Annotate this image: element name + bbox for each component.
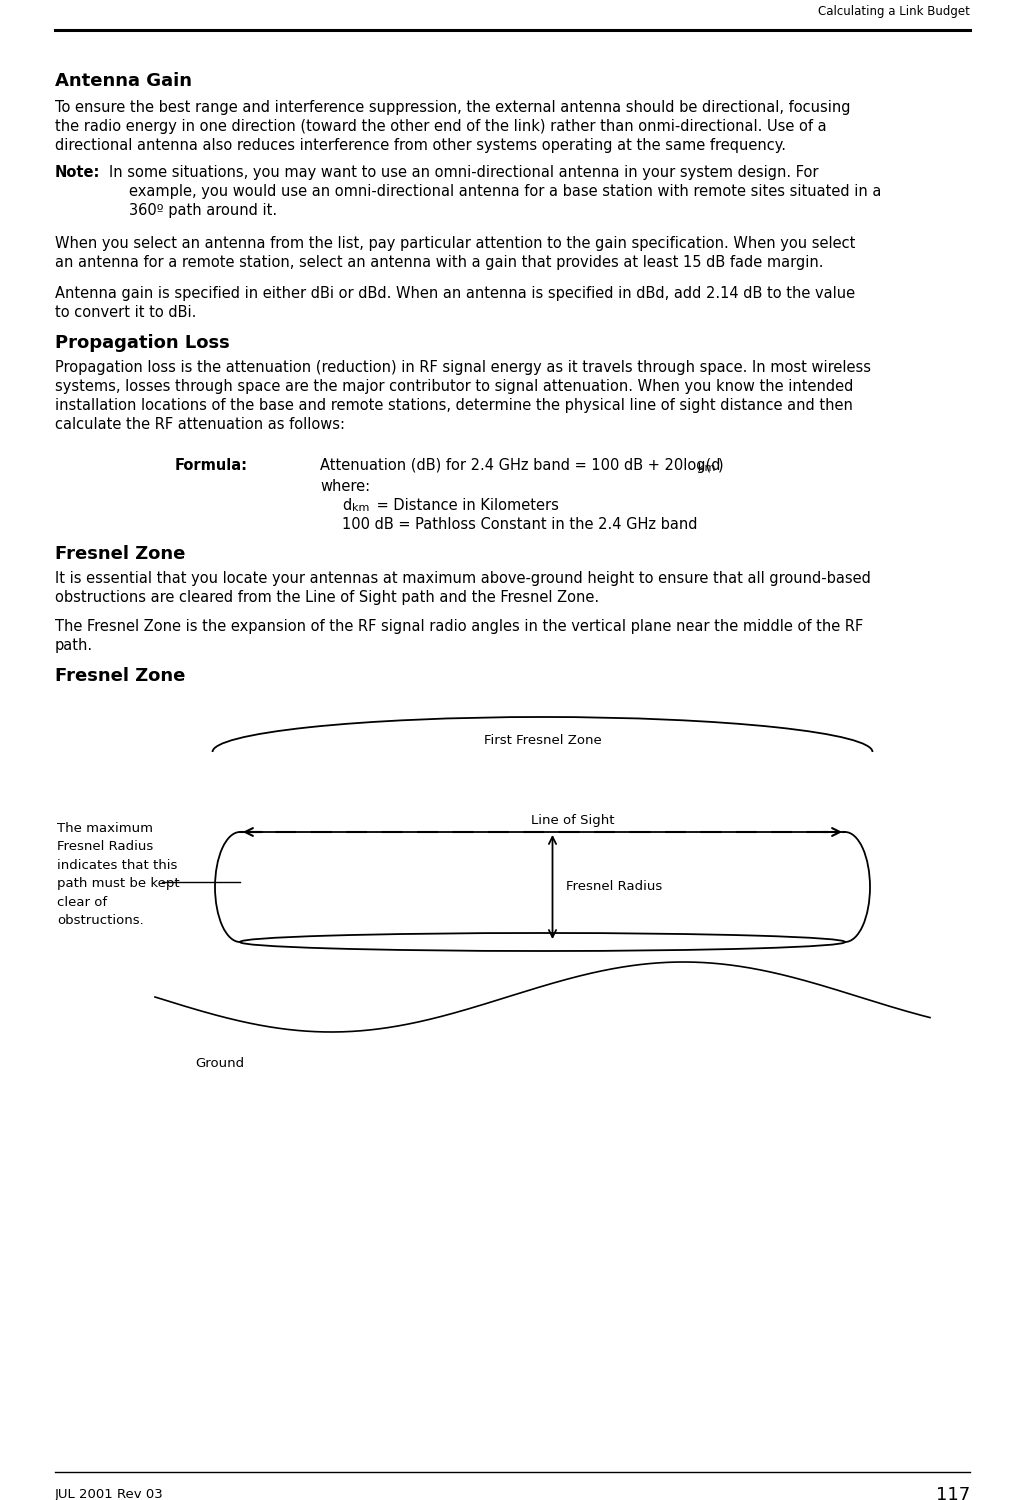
Text: Formula:: Formula: — [175, 458, 248, 472]
Text: ): ) — [718, 458, 724, 472]
Text: It is essential that you locate your antennas at maximum above-ground height to : It is essential that you locate your ant… — [55, 572, 871, 586]
Text: When you select an antenna from the list, pay particular attention to the gain s: When you select an antenna from the list… — [55, 236, 856, 250]
Text: Calculating a Link Budget: Calculating a Link Budget — [818, 6, 970, 18]
Text: installation locations of the base and remote stations, determine the physical l: installation locations of the base and r… — [55, 398, 853, 412]
Text: Fresnel Zone: Fresnel Zone — [55, 544, 186, 562]
Text: = Distance in Kilometers: = Distance in Kilometers — [372, 498, 559, 513]
Text: Fresnel Zone: Fresnel Zone — [55, 668, 186, 686]
Text: First Fresnel Zone: First Fresnel Zone — [484, 734, 601, 747]
Text: systems, losses through space are the major contributor to signal attenuation. W: systems, losses through space are the ma… — [55, 380, 854, 394]
Text: 100 dB = Pathloss Constant in the 2.4 GHz band: 100 dB = Pathloss Constant in the 2.4 GH… — [342, 518, 698, 532]
Text: Line of Sight: Line of Sight — [530, 815, 614, 827]
Text: Fresnel Radius: Fresnel Radius — [567, 880, 663, 894]
Text: obstructions are cleared from the Line of Sight path and the Fresnel Zone.: obstructions are cleared from the Line o… — [55, 590, 599, 604]
Text: km: km — [352, 503, 369, 513]
Text: The Fresnel Zone is the expansion of the RF signal radio angles in the vertical : The Fresnel Zone is the expansion of the… — [55, 620, 863, 634]
Text: The maximum
Fresnel Radius
indicates that this
path must be kept
clear of
obstru: The maximum Fresnel Radius indicates tha… — [57, 822, 179, 927]
Text: Note:: Note: — [55, 165, 100, 180]
Text: Propagation loss is the attenuation (reduction) in RF signal energy as it travel: Propagation loss is the attenuation (red… — [55, 360, 871, 375]
Text: example, you would use an omni-directional antenna for a base station with remot: example, you would use an omni-direction… — [129, 184, 881, 200]
Text: an antenna for a remote station, select an antenna with a gain that provides at : an antenna for a remote station, select … — [55, 255, 823, 270]
Text: path.: path. — [55, 638, 93, 652]
Text: calculate the RF attenuation as follows:: calculate the RF attenuation as follows: — [55, 417, 345, 432]
Text: Attenuation (dB) for 2.4 GHz band = 100 dB + 20log(d: Attenuation (dB) for 2.4 GHz band = 100 … — [320, 458, 721, 472]
Text: In some situations, you may want to use an omni-directional antenna in your syst: In some situations, you may want to use … — [108, 165, 818, 180]
Text: km: km — [698, 464, 715, 472]
Text: to convert it to dBi.: to convert it to dBi. — [55, 304, 197, 320]
Text: Propagation Loss: Propagation Loss — [55, 334, 230, 352]
Text: Antenna Gain: Antenna Gain — [55, 72, 192, 90]
Text: Antenna gain is specified in either dBi or dBd. When an antenna is specified in : Antenna gain is specified in either dBi … — [55, 286, 855, 302]
Text: 360º path around it.: 360º path around it. — [129, 202, 277, 217]
Text: Ground: Ground — [195, 1058, 244, 1070]
Text: 117: 117 — [936, 1486, 970, 1500]
Text: To ensure the best range and interference suppression, the external antenna shou: To ensure the best range and interferenc… — [55, 100, 851, 116]
Text: where:: where: — [320, 478, 370, 494]
Text: the radio energy in one direction (toward the other end of the link) rather than: the radio energy in one direction (towar… — [55, 118, 826, 134]
Text: d: d — [342, 498, 351, 513]
Text: JUL 2001 Rev 03: JUL 2001 Rev 03 — [55, 1488, 163, 1500]
Text: directional antenna also reduces interference from other systems operating at th: directional antenna also reduces interfe… — [55, 138, 786, 153]
